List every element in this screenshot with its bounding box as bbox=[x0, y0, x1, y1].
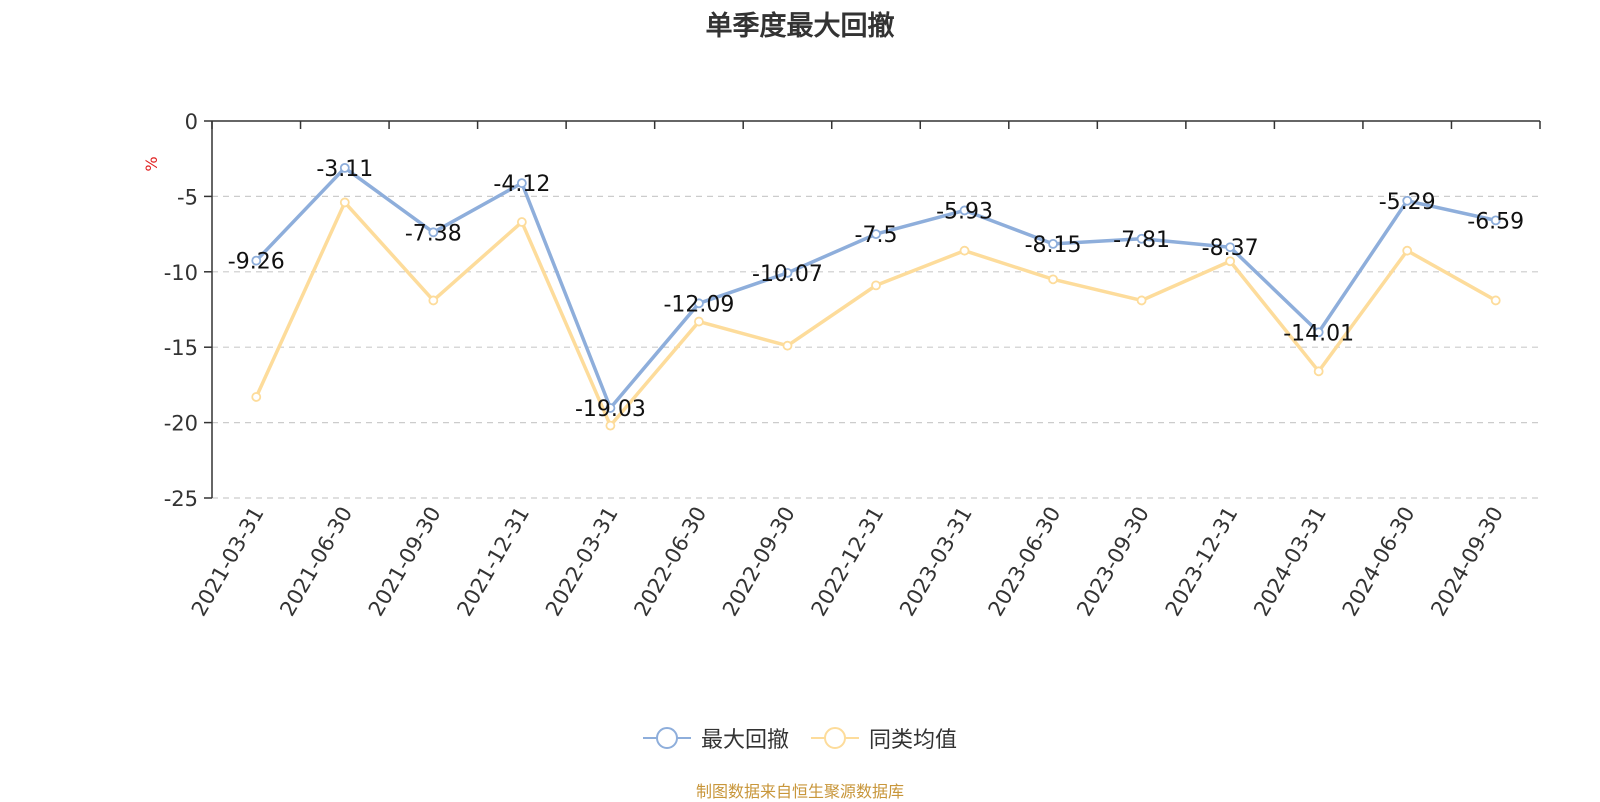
series-0-point[interactable] bbox=[516, 178, 527, 189]
x-tick-label: 2023-03-31 bbox=[895, 503, 977, 621]
data-label: -3.11 bbox=[316, 157, 373, 182]
x-tick-label: 2022-03-31 bbox=[541, 503, 623, 621]
data-label: -8.37 bbox=[1202, 236, 1259, 261]
chart-title: 单季度最大回撤 bbox=[705, 11, 895, 42]
data-label: -6.59 bbox=[1467, 209, 1524, 234]
x-tick-label: 2022-06-30 bbox=[629, 503, 711, 621]
series-1-point[interactable] bbox=[959, 245, 970, 256]
legend-swatch-icon bbox=[642, 727, 691, 749]
legend-label: 最大回撤 bbox=[700, 728, 789, 753]
y-tick-label: 0 bbox=[185, 110, 198, 134]
legend: 最大回撤 同类均值 bbox=[0, 722, 1600, 754]
legend-item-0[interactable]: 最大回撤 bbox=[642, 722, 789, 754]
series-0-point[interactable] bbox=[694, 298, 704, 309]
data-label: -7.5 bbox=[855, 223, 898, 248]
x-tick-label: 2024-06-30 bbox=[1338, 503, 1420, 621]
data-label: -5.29 bbox=[1379, 190, 1436, 215]
series-lines bbox=[251, 162, 1501, 431]
series-0-point[interactable] bbox=[1048, 239, 1058, 249]
series-0-point[interactable] bbox=[959, 205, 970, 216]
data-labels: -9.26 -3.11 -7.38 -4.12 -19.03 -12.09 -10.07 -7… bbox=[228, 157, 1524, 422]
series-1-point[interactable] bbox=[516, 217, 527, 227]
series-1-point[interactable] bbox=[1136, 295, 1147, 306]
x-tick-label: 2024-03-31 bbox=[1249, 503, 1331, 621]
y-tick-label: -10 bbox=[164, 261, 198, 285]
x-tick-label: 2023-06-30 bbox=[984, 503, 1066, 621]
y-tick-label: -5 bbox=[177, 185, 198, 209]
x-tick-label: 2024-09-30 bbox=[1426, 503, 1508, 621]
x-tick-label: 2022-12-31 bbox=[807, 503, 889, 621]
series-0-point[interactable] bbox=[782, 267, 793, 278]
data-label: -14.01 bbox=[1283, 321, 1354, 346]
legend-item-1[interactable]: 同类均值 bbox=[811, 722, 957, 754]
data-label: -8.15 bbox=[1025, 233, 1082, 258]
series-0-point[interactable] bbox=[251, 255, 262, 266]
x-tick-label: 2021-09-30 bbox=[364, 503, 446, 621]
series-1-point[interactable] bbox=[428, 295, 439, 306]
x-tick-label: 2023-09-30 bbox=[1072, 503, 1154, 621]
series-0-point[interactable] bbox=[1402, 195, 1413, 206]
series-0-point[interactable] bbox=[1225, 242, 1236, 253]
data-label: -5.93 bbox=[936, 199, 993, 224]
y-tick-label: -25 bbox=[164, 487, 198, 511]
data-label: -12.09 bbox=[663, 292, 734, 317]
data-label: -7.81 bbox=[1113, 228, 1170, 253]
legend-label: 同类均值 bbox=[869, 728, 958, 753]
series-0-point[interactable] bbox=[1490, 215, 1501, 226]
series-0-point[interactable] bbox=[428, 227, 439, 238]
data-label: -9.26 bbox=[228, 250, 285, 275]
series-0-point[interactable] bbox=[1136, 233, 1147, 244]
series-0-point[interactable] bbox=[871, 229, 881, 240]
series-1-point[interactable] bbox=[1225, 256, 1236, 267]
series-0-point[interactable] bbox=[1313, 327, 1324, 338]
series-1-point[interactable] bbox=[1313, 366, 1324, 377]
series-1-point[interactable] bbox=[1402, 245, 1413, 256]
series-1-point[interactable] bbox=[605, 420, 616, 431]
series-1-point[interactable] bbox=[251, 392, 262, 402]
x-tick-label: 2022-09-30 bbox=[718, 503, 800, 621]
y-axis-label: % bbox=[142, 156, 161, 171]
y-tick-label: -20 bbox=[164, 412, 198, 436]
series-1-point[interactable] bbox=[339, 197, 350, 208]
series-1-point[interactable] bbox=[782, 340, 793, 351]
source-note: 制图数据来自恒生聚源数据库 bbox=[695, 782, 904, 801]
series-1-point[interactable] bbox=[871, 280, 881, 291]
legend-swatch-icon bbox=[811, 727, 859, 749]
data-label: -19.03 bbox=[575, 397, 646, 422]
x-tick-label: 2021-12-31 bbox=[452, 503, 534, 621]
x-tick-label: 2021-06-30 bbox=[275, 503, 357, 621]
series-0-point[interactable] bbox=[339, 162, 350, 173]
data-label: -10.07 bbox=[752, 262, 823, 287]
series-1-point[interactable] bbox=[1048, 274, 1058, 285]
grid-lines bbox=[212, 195, 1540, 499]
series-1-point[interactable] bbox=[694, 316, 704, 327]
series-1-point[interactable] bbox=[1490, 295, 1501, 306]
y-tick-label: -15 bbox=[164, 336, 198, 360]
x-tick-label: 2023-12-31 bbox=[1161, 503, 1243, 621]
data-label: -7.38 bbox=[405, 221, 462, 246]
x-tick-label: 2021-03-31 bbox=[187, 503, 269, 621]
data-label: -4.12 bbox=[493, 172, 550, 197]
series-0-point[interactable] bbox=[605, 403, 616, 413]
